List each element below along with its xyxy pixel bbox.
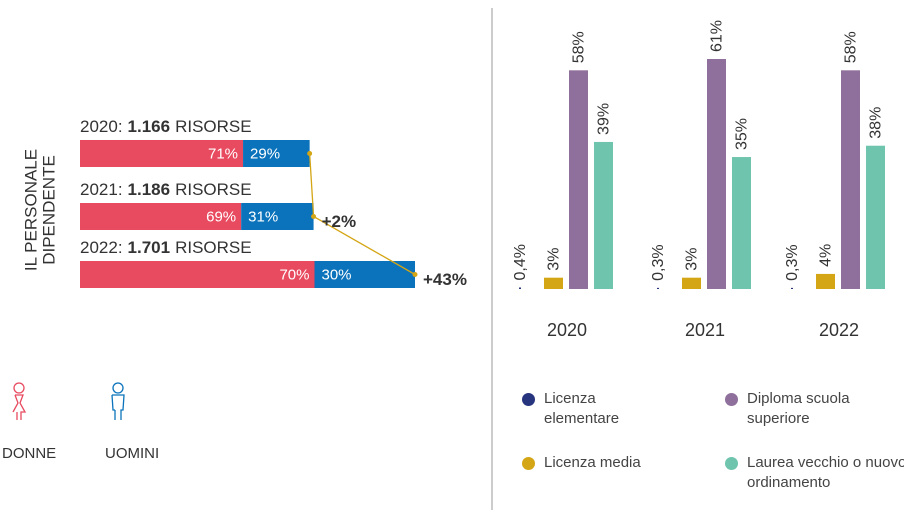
bar <box>866 145 885 289</box>
value-label: 0,3% <box>784 244 801 280</box>
legend-label: UOMINI <box>105 445 159 462</box>
legend-marker <box>522 393 535 406</box>
value-label: 30% <box>322 266 352 283</box>
woman-icon <box>12 382 27 420</box>
value-label: 0,4% <box>512 244 529 280</box>
value-label: 39% <box>596 103 613 135</box>
x-tick-label: 2022 <box>819 320 859 340</box>
value-label: 38% <box>868 107 885 139</box>
total-label: 1.186 <box>128 180 171 199</box>
legend-label: Diploma scuola superiore <box>747 390 850 427</box>
bar <box>816 273 835 289</box>
unit-label: RISORSE <box>175 180 252 199</box>
value-label: 0,3% <box>650 244 667 280</box>
category-label: 2020: <box>80 117 123 136</box>
value-label: 61% <box>709 20 726 52</box>
axis-label: IL PERSONALE <box>21 149 40 271</box>
unit-label: RISORSE <box>175 117 252 136</box>
bar <box>707 59 726 289</box>
x-tick-label: 2020 <box>547 320 587 340</box>
value-label: 58% <box>571 31 588 63</box>
bar-heading: 2021: 1.186 RISORSE <box>80 180 252 199</box>
value-label: 29% <box>250 145 280 162</box>
legend-marker <box>522 457 535 470</box>
bar-heading: 2020: 1.166 RISORSE <box>80 117 252 136</box>
x-tick-label: 2021 <box>685 320 725 340</box>
category-label: 2021: <box>80 180 123 199</box>
connector-dot <box>311 214 317 219</box>
connector-dot <box>412 272 418 277</box>
value-label: 31% <box>248 208 278 225</box>
bar-heading: 2022: 1.701 RISORSE <box>80 238 252 257</box>
bar <box>841 70 860 289</box>
value-label: 3% <box>684 248 701 271</box>
value-label: 70% <box>279 266 309 283</box>
bar-segment <box>80 203 242 230</box>
man-icon <box>111 382 125 420</box>
axis-label: DIPENDENTE <box>39 155 58 265</box>
value-label: 71% <box>208 145 238 162</box>
bar <box>569 70 588 289</box>
value-label: 4% <box>818 244 835 267</box>
bar-segment <box>243 140 310 167</box>
legend-label: Licenza elementare <box>544 390 620 427</box>
legend-marker <box>725 393 738 406</box>
total-label: 1.166 <box>128 117 171 136</box>
bar <box>544 277 563 289</box>
bar-segment <box>241 203 314 230</box>
value-label: 3% <box>546 248 563 271</box>
legend-label: Licenza media <box>544 454 641 471</box>
bar <box>732 157 751 289</box>
legend-marker <box>725 457 738 470</box>
bar <box>519 287 521 289</box>
growth-annotation: +2% <box>322 212 357 231</box>
value-label: 58% <box>843 31 860 63</box>
bar-segment <box>80 140 244 167</box>
bar <box>682 277 701 289</box>
legend-label: DONNE <box>2 445 56 462</box>
total-label: 1.701 <box>128 238 171 257</box>
unit-label: RISORSE <box>175 238 252 257</box>
bar <box>594 141 613 289</box>
bar <box>791 287 793 289</box>
legend-label: Laurea vecchio o nuovo ordinamento <box>747 454 904 491</box>
growth-annotation: +43% <box>423 270 467 289</box>
value-label: 69% <box>206 208 236 225</box>
bar <box>657 287 659 289</box>
connector-dot <box>307 151 313 156</box>
category-label: 2022: <box>80 238 123 257</box>
bar-segment <box>80 261 315 288</box>
value-label: 35% <box>734 118 751 150</box>
